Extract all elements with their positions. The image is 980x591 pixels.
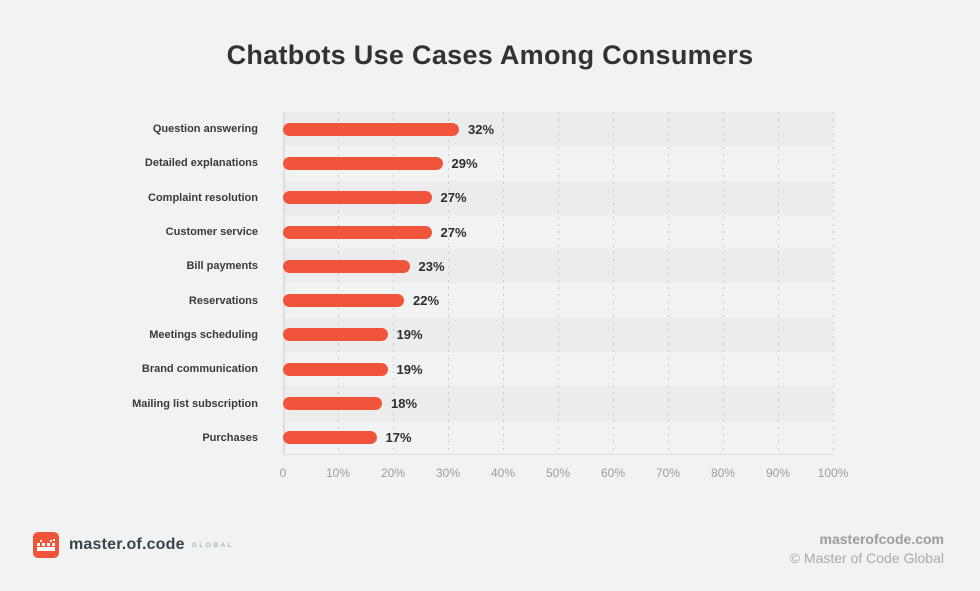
bar-value-label: 23% — [418, 258, 445, 274]
footer-credits: masterofcode.com © Master of Code Global — [790, 530, 944, 568]
bar-row: 27% — [283, 181, 833, 215]
x-tick-label: 0 — [279, 466, 287, 480]
bar-row: 19% — [283, 318, 833, 352]
bar — [283, 294, 404, 308]
bar — [283, 122, 459, 136]
bar — [283, 191, 432, 205]
gridline — [613, 112, 614, 455]
category-label: Reservations — [188, 294, 258, 307]
category-labels-column: Question answering Detailed explanations C… — [0, 112, 258, 455]
category-label: Meetings scheduling — [149, 328, 258, 341]
brand-logo: master.of.code GLOBAL — [33, 532, 234, 558]
x-tick-label: 20% — [380, 466, 406, 480]
gridline — [833, 112, 834, 455]
bar-value-label: 19% — [396, 327, 423, 343]
bar-value-label: 17% — [385, 430, 412, 446]
y-axis-line — [283, 112, 285, 455]
gridline — [338, 112, 339, 455]
crown-logo-icon — [33, 532, 59, 558]
category-label: Question answering — [152, 123, 258, 136]
bar-chart-plot-area: 32% 29% 27% 27% 23% 22% 19% 19% 18% 17% — [283, 112, 834, 455]
gridline — [503, 112, 504, 455]
bar — [283, 225, 432, 239]
category-label: Mailing list subscription — [132, 397, 258, 410]
x-axis-line — [283, 454, 833, 455]
x-tick-label: 70% — [655, 466, 681, 480]
x-tick-label: 10% — [325, 466, 351, 480]
category-label: Detailed explanations — [144, 157, 258, 170]
x-tick-label: 90% — [765, 466, 791, 480]
bar-value-label: 19% — [396, 361, 423, 377]
bar-row: 32% — [283, 112, 833, 146]
bar — [283, 156, 443, 170]
category-label: Brand communication — [141, 363, 258, 376]
x-tick-label: 30% — [435, 466, 461, 480]
gridline — [723, 112, 724, 455]
bar — [283, 431, 377, 445]
x-tick-label: 60% — [600, 466, 626, 480]
logo-wordmark: master.of.code — [69, 536, 185, 553]
bar — [283, 397, 382, 411]
gridline — [668, 112, 669, 455]
category-label: Purchases — [202, 431, 258, 444]
bar-row: 29% — [283, 146, 833, 180]
bar-row: 18% — [283, 386, 833, 420]
bar-value-label: 32% — [468, 121, 495, 137]
category-label: Customer service — [165, 226, 258, 239]
gridline — [558, 112, 559, 455]
category-label: Bill payments — [186, 260, 258, 273]
bar-value-label: 27% — [440, 224, 467, 240]
x-axis-ticks: 0 10% 20% 30% 40% 50% 60% 70% 80% 90% 100% — [279, 466, 849, 486]
bar-row: 17% — [283, 421, 833, 455]
gridline — [393, 112, 394, 455]
x-tick-label: 50% — [545, 466, 571, 480]
bar — [283, 328, 388, 342]
bar-value-label: 29% — [451, 155, 478, 171]
bar-row: 27% — [283, 215, 833, 249]
gridline — [778, 112, 779, 455]
gridline — [448, 112, 449, 455]
bar-value-label: 22% — [413, 293, 440, 309]
bar-row: 23% — [283, 249, 833, 283]
x-tick-label: 100% — [817, 466, 849, 480]
x-tick-label: 40% — [490, 466, 516, 480]
bar — [283, 362, 388, 376]
copyright-text: © Master of Code Global — [789, 550, 944, 566]
bar — [283, 259, 410, 273]
chart-title: Chatbots Use Cases Among Consumers — [226, 40, 754, 70]
bar-row: 19% — [283, 352, 833, 386]
website-link[interactable]: masterofcode.com — [819, 531, 944, 547]
logo-global-label: GLOBAL — [191, 541, 235, 549]
x-tick-label: 80% — [710, 466, 736, 480]
bar-row: 22% — [283, 284, 833, 318]
bar-value-label: 27% — [440, 190, 467, 206]
category-label: Complaint resolution — [148, 191, 258, 204]
bar-value-label: 18% — [391, 396, 418, 412]
